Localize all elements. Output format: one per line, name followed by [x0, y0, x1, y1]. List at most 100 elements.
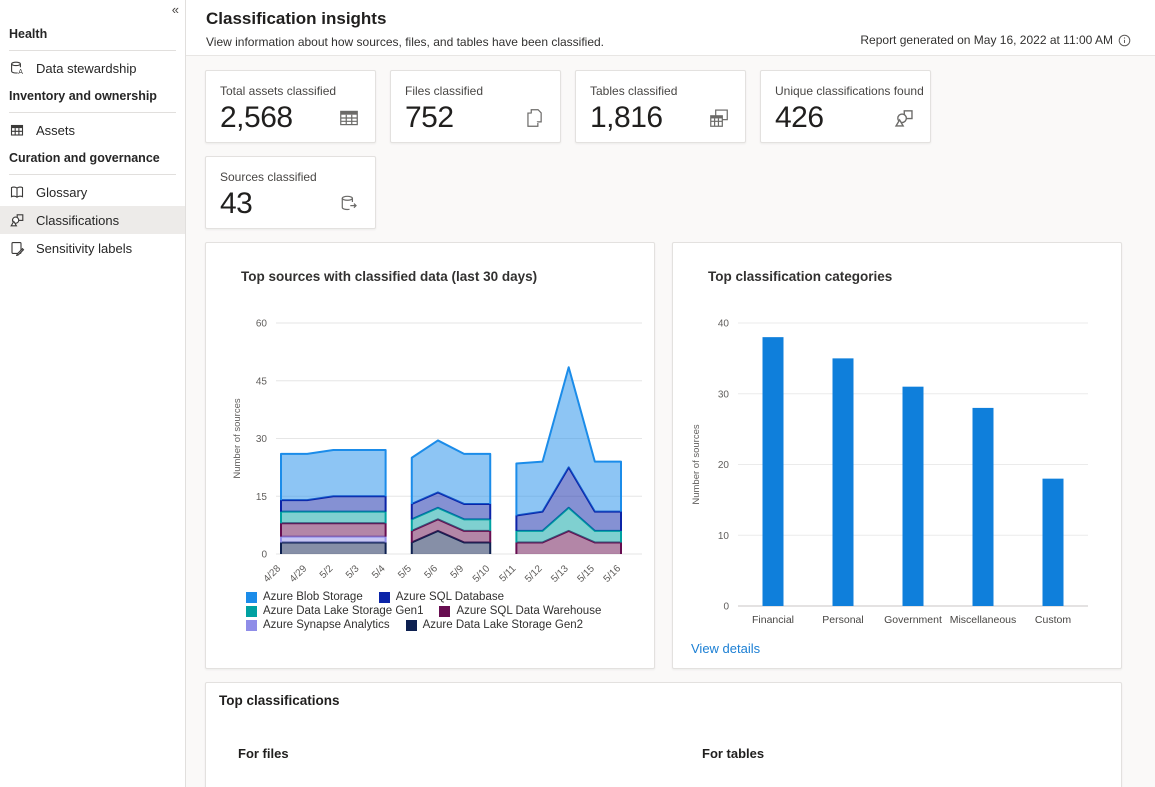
classifications-icon	[894, 110, 913, 127]
area-band	[281, 450, 386, 501]
for-files-heading: For files	[238, 746, 289, 761]
bar	[972, 407, 994, 606]
kpi-value: 752	[405, 101, 454, 134]
source-database-icon	[341, 195, 357, 211]
x-category-label: Government	[884, 614, 942, 626]
area-band	[516, 530, 621, 554]
bar	[832, 358, 854, 606]
kpi-card-files: Files classified 752	[390, 70, 561, 143]
area-chart-svg: 0 15 30 45 60 Number of sources 4/28 4/29 5/2 5/3…	[232, 319, 642, 585]
kpi-value: 2,568	[220, 101, 293, 134]
kpi-card-sources: Sources classified 43	[205, 156, 376, 229]
y-tick-label: 45	[256, 376, 268, 387]
area-band	[281, 523, 386, 537]
legend-label: Azure SQL Data Warehouse	[456, 605, 602, 617]
page-header: Classification insights View information…	[186, 0, 1155, 56]
x-category-label: Personal	[822, 614, 863, 626]
area-band	[411, 519, 491, 543]
x-tick-label: 5/13	[549, 563, 571, 585]
legend-item: Azure Data Lake Storage Gen2	[405, 619, 583, 631]
x-tick-label: 5/16	[602, 563, 624, 585]
legend-item: Azure SQL Database	[378, 591, 504, 603]
bar-chart-card: Top classification categories 0 10 20 30 40 N…	[672, 242, 1122, 669]
info-icon[interactable]	[1118, 34, 1131, 47]
y-tick-label: 60	[256, 319, 268, 330]
legend-label: Azure Data Lake Storage Gen1	[263, 605, 424, 617]
legend-item: Azure Blob Storage	[246, 591, 363, 603]
report-generated: Report generated on May 16, 2022 at 11:0…	[860, 33, 1131, 47]
y-tick-label: 0	[723, 602, 729, 613]
area-band	[516, 507, 621, 543]
area-chart-legend: Azure Blob Storage Azure SQL Database Azur…	[246, 591, 631, 631]
kpi-row-2: Sources classified 43	[205, 156, 1155, 229]
files-icon	[527, 109, 542, 127]
legend-item: Azure Data Lake Storage Gen1	[246, 605, 423, 617]
sidebar-header-curation: Curation and governance	[9, 151, 160, 165]
x-category-label: Miscellaneous	[950, 614, 1017, 626]
sidebar-item-sensitivity-labels[interactable]: Sensitivity labels	[0, 234, 185, 262]
y-tick-label: 30	[256, 434, 268, 445]
area-band-edge	[280, 522, 387, 537]
x-tick-label: 5/10	[471, 563, 493, 585]
x-category-label: Custom	[1035, 614, 1071, 626]
x-tick-label: 5/15	[575, 563, 597, 585]
area-band	[281, 542, 386, 554]
legend-swatch	[378, 591, 390, 603]
assets-icon	[10, 124, 24, 136]
area-band-edge	[280, 541, 387, 554]
x-category-label: Financial	[752, 614, 794, 626]
kpi-label: Tables classified	[590, 84, 678, 98]
bar	[902, 386, 924, 606]
sidebar-item-label: Classifications	[36, 212, 120, 228]
kpi-label: Total assets classified	[220, 84, 337, 98]
bar	[762, 337, 784, 606]
charts-row: Top sources with classified data (last 3…	[205, 242, 1155, 669]
sidebar-item-assets[interactable]: Assets	[0, 116, 185, 144]
legend-label: Azure Synapse Analytics	[263, 619, 390, 631]
x-tick-label: 5/2	[318, 563, 336, 581]
y-tick-label: 20	[718, 460, 730, 471]
x-tick-label: 5/5	[396, 563, 414, 581]
x-tick-label: 5/4	[370, 563, 388, 581]
sidebar-item-label: Assets	[36, 122, 76, 138]
sidebar-item-label: Data stewardship	[36, 60, 137, 76]
top-classifications-card: Top classifications For files For tables	[205, 682, 1122, 787]
sidebar-item-classifications[interactable]: Classifications	[0, 206, 185, 234]
area-band	[516, 367, 621, 516]
area-band-edge	[280, 449, 387, 501]
page-title: Classification insights	[206, 9, 387, 28]
legend-swatch	[439, 605, 451, 617]
svg-text:A: A	[18, 69, 23, 76]
bar	[1042, 478, 1064, 606]
x-tick-label: 5/11	[497, 563, 518, 584]
y-tick-label: 15	[256, 492, 268, 503]
sidebar-item-label: Glossary	[36, 184, 88, 200]
legend-swatch	[246, 619, 257, 631]
main-area: Classification insights View information…	[186, 0, 1155, 787]
sidebar-item-glossary[interactable]: Glossary	[0, 178, 185, 206]
kpi-row-1: Total assets classified 2,568 Files clas…	[205, 70, 1155, 143]
data-stewardship-icon: A	[11, 61, 23, 76]
sidebar-item-data-stewardship[interactable]: A Data stewardship	[0, 54, 185, 82]
y-tick-label: 10	[718, 531, 730, 542]
legend-label: Azure Blob Storage	[263, 591, 363, 603]
area-band	[281, 511, 386, 524]
area-band-edge	[410, 439, 492, 504]
sidebar-item-label: Sensitivity labels	[36, 240, 133, 256]
area-band	[411, 492, 491, 520]
sidebar-divider	[9, 174, 176, 175]
page-subtitle: View information about how sources, file…	[206, 35, 605, 49]
area-band	[516, 467, 621, 531]
x-tick-label: 4/29	[288, 563, 310, 585]
sidebar-nav: Health A Data stewardship Inventory and …	[0, 0, 185, 262]
table-grid-icon	[340, 110, 358, 126]
area-band	[411, 507, 491, 531]
kpi-label: Sources classified	[220, 170, 317, 184]
area-band	[411, 530, 491, 554]
area-chart-title: Top sources with classified data (last 3…	[241, 269, 538, 284]
view-details-link[interactable]: View details	[691, 641, 761, 656]
sidebar-collapse-button[interactable]: «	[171, 2, 179, 17]
x-tick-label: 5/3	[344, 563, 362, 581]
area-band	[281, 536, 386, 543]
